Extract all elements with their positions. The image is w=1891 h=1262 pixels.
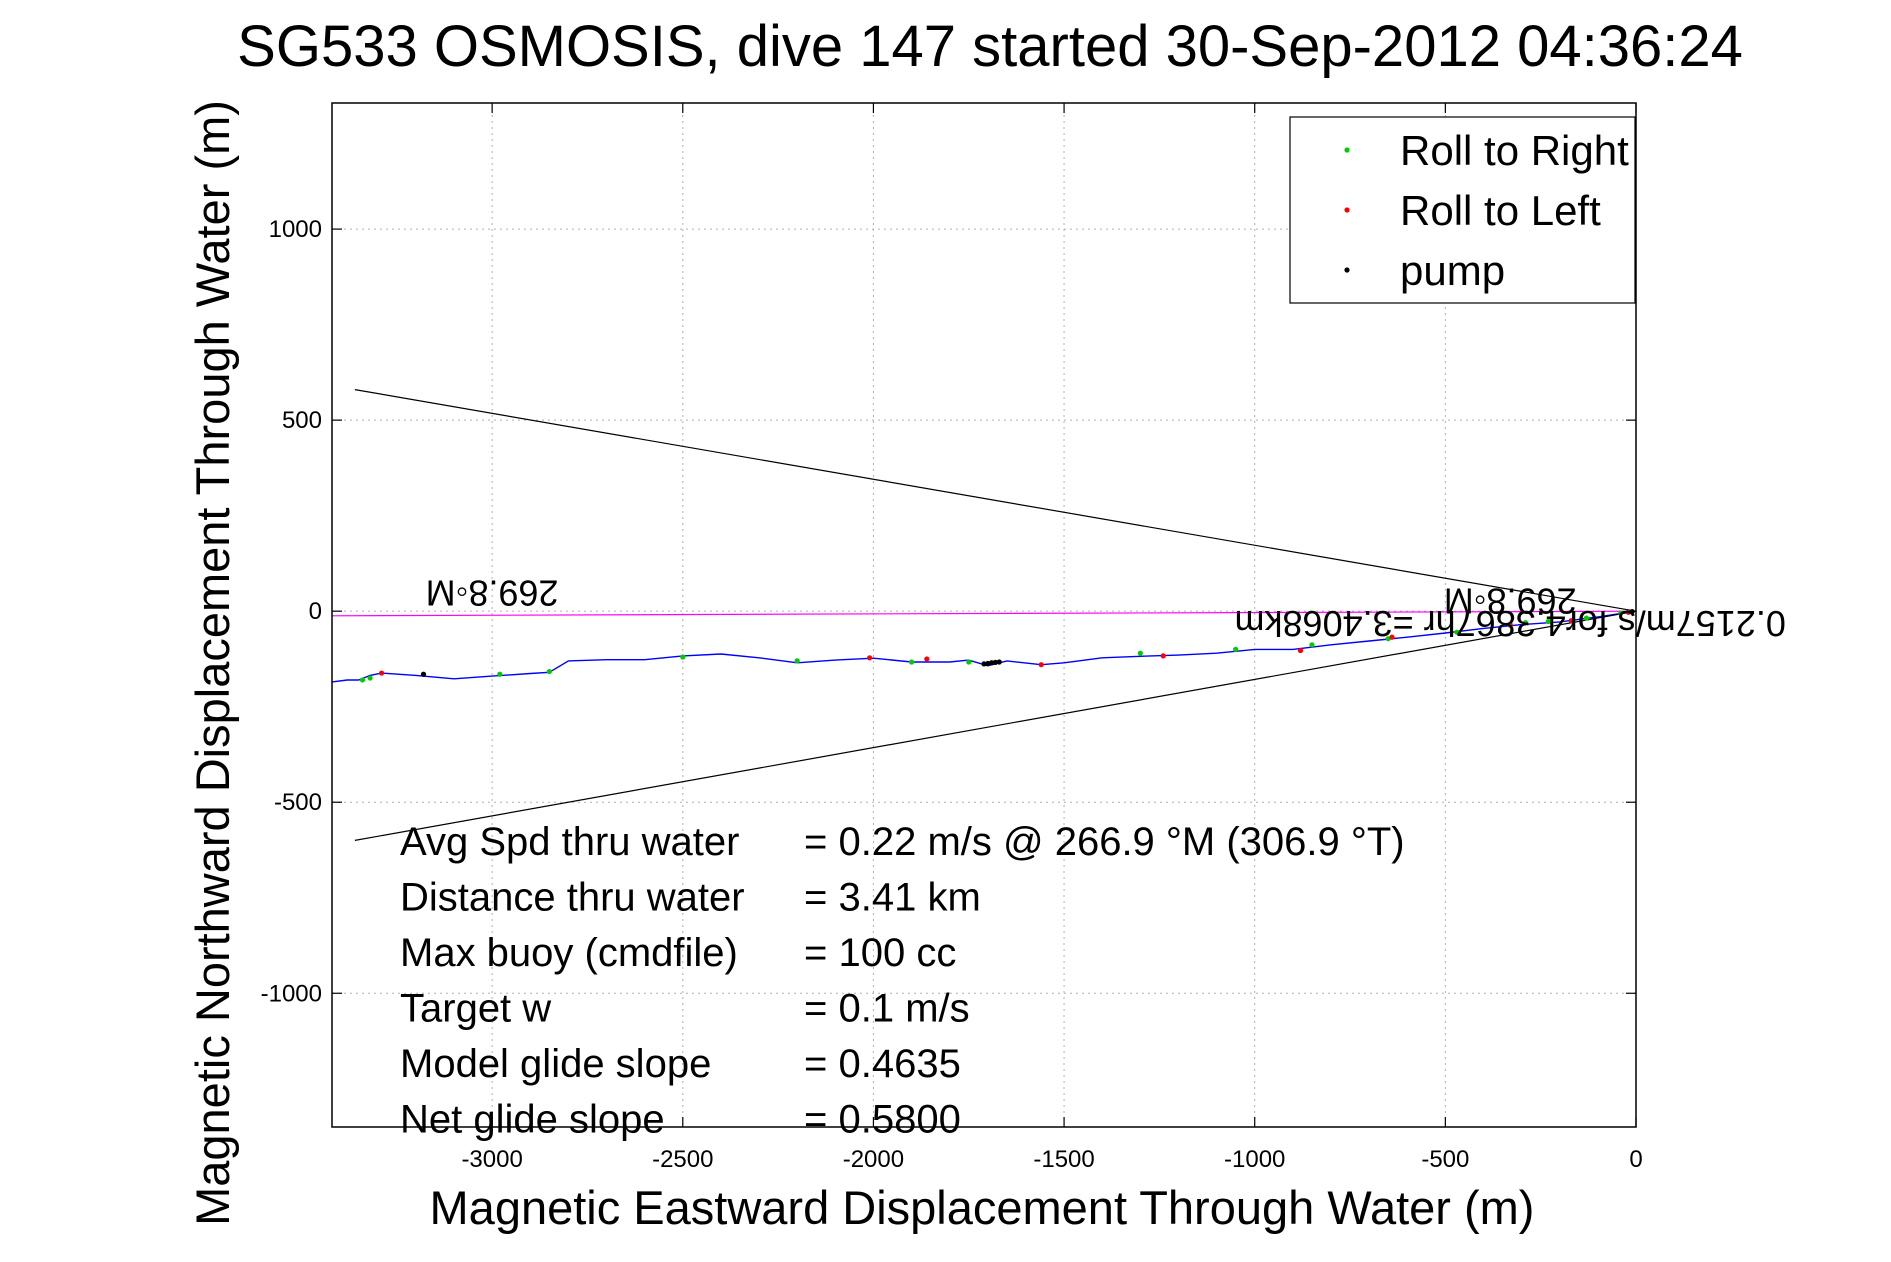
marker-roll-left	[1297, 647, 1304, 654]
legend: Roll to Right Roll to Left pump	[1289, 116, 1636, 304]
marker-roll-right	[966, 659, 972, 665]
stat-value: = 3.41 km	[804, 876, 981, 920]
x-tick-label: -3000	[461, 1146, 522, 1173]
legend-marker	[1344, 267, 1350, 273]
marker-roll-right	[359, 677, 366, 683]
x-tick-label: -500	[1421, 1146, 1469, 1173]
stats-block: Avg Spd thru water = 0.22 m/s @ 266.9 °M …	[400, 820, 1405, 1142]
y-axis-label: Magnetic Northward Displacement Through …	[186, 100, 239, 1226]
stat-label: Max buoy (cmdfile)	[400, 931, 738, 975]
x-tick-label: -1000	[1224, 1146, 1285, 1173]
x-tick-label: -2000	[843, 1146, 904, 1173]
marker-roll-right	[546, 668, 552, 675]
marker-roll-left	[1160, 653, 1166, 659]
series-cone-lower	[354, 610, 1637, 841]
marker-roll-left	[924, 656, 930, 662]
marker-roll-right	[1545, 618, 1551, 625]
legend-entry: pump	[1400, 247, 1505, 294]
ticks: -3000 -2500 -2000 -1500 -1000 -500 0 1000 500 0 -5…	[261, 103, 1643, 1173]
marker-roll-left	[1568, 618, 1574, 624]
plot-area	[331, 389, 1637, 841]
marker-roll-right	[497, 671, 503, 677]
y-tick-label: -500	[274, 789, 322, 816]
stat-value: = 0.5800	[804, 1098, 961, 1142]
marker-pump	[996, 659, 1002, 665]
stat-label: Target w	[400, 987, 551, 1031]
stat-value: = 0.4635	[804, 1042, 961, 1086]
legend-marker	[1344, 207, 1350, 213]
x-tick-label: -2500	[652, 1146, 713, 1173]
x-tick-label: -1500	[1033, 1146, 1094, 1173]
x-tick-label: 0	[1629, 1146, 1642, 1173]
series-heading-line	[331, 610, 1637, 617]
y-tick-label: 0	[309, 598, 322, 625]
marker-roll-left	[1507, 621, 1513, 628]
marker-roll-right	[1233, 646, 1239, 652]
legend-entry: Roll to Right	[1400, 127, 1629, 174]
stat-value: = 0.22 m/s @ 266.9 °M (306.9 °T)	[804, 820, 1405, 864]
marker-roll-right	[1583, 615, 1590, 621]
marker-pump	[992, 659, 999, 665]
marker-roll-right	[1309, 642, 1315, 648]
annotation-label: 269.8◦M	[1444, 580, 1577, 621]
marker-roll-right	[680, 654, 686, 660]
annotations: 269.8◦M 269.8◦M0.2157m/s for4.3867hr =3.4…	[426, 573, 1786, 645]
stat-label: Avg Spd thru water	[400, 820, 739, 864]
legend-marker	[1344, 147, 1350, 153]
annotation-label: 0.2157m/s for4.3867hr =3.4068km	[1235, 603, 1786, 644]
series-track	[331, 610, 1637, 683]
legend-entry: Roll to Left	[1400, 187, 1601, 234]
marker-roll-right	[908, 659, 915, 665]
marker-roll-left	[378, 670, 385, 676]
y-tick-label: -1000	[261, 980, 322, 1007]
marker-roll-right	[367, 675, 373, 681]
chart-title: SG533 OSMOSIS, dive 147 started 30-Sep-2…	[237, 14, 1743, 79]
stat-value: = 100 cc	[804, 931, 956, 975]
stat-label: Net glide slope	[400, 1098, 665, 1142]
marker-pump	[420, 671, 427, 677]
marker-roll-left	[1038, 662, 1044, 668]
marker-roll-left	[867, 655, 873, 661]
marker-roll-left	[1389, 634, 1395, 640]
marker-roll-right	[1618, 610, 1624, 616]
y-tick-label: 1000	[269, 216, 322, 243]
marker-pump	[989, 660, 995, 666]
x-axis-label: Magnetic Eastward Displacement Through W…	[430, 1181, 1535, 1234]
axes-frame	[331, 102, 1637, 1128]
marker-roll-right	[1137, 650, 1143, 656]
stat-label: Model glide slope	[400, 1042, 711, 1086]
marker-roll-right	[1454, 629, 1460, 635]
series-cone-upper	[354, 389, 1637, 612]
annotation-label: 269.8◦M	[426, 573, 559, 614]
marker-roll-right	[794, 658, 800, 664]
marker-pump	[981, 661, 987, 667]
stat-value: = 0.1 m/s	[804, 987, 970, 1031]
stat-label: Distance thru water	[400, 876, 745, 920]
y-tick-label: 500	[282, 407, 322, 434]
marker-roll-right	[1522, 620, 1529, 626]
